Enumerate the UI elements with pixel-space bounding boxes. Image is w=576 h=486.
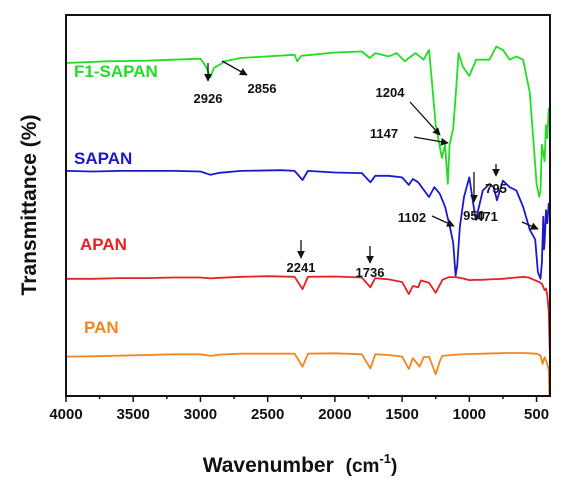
annotation-label: 1147 — [370, 126, 398, 141]
annotation-label: 1204 — [376, 85, 406, 100]
annotation-label: 2926 — [194, 91, 223, 106]
annotation-arrow — [409, 101, 441, 136]
y-axis-title: Transmittance (%) — [18, 115, 41, 296]
series-layer — [66, 45, 550, 396]
x-tick-label: 2000 — [318, 406, 351, 423]
series-labels: F1-SAPAN SAPAN APAN PAN — [74, 62, 158, 337]
annotation-arrow — [431, 215, 455, 227]
annotation-label: 950 — [463, 208, 485, 223]
annotation-arrow — [413, 136, 449, 146]
x-ticks: 4000 3500 3000 2500 2000 1500 1000 500 — [49, 396, 549, 423]
x-tick-label: 3000 — [184, 406, 217, 423]
x-axis-title-close: ) — [391, 456, 397, 477]
annotation-label: 2856 — [248, 81, 277, 96]
annotation-label: 795 — [485, 181, 507, 196]
annotation-label: 471 — [476, 209, 498, 224]
series-line-apan — [66, 275, 550, 358]
x-axis-title-main: Wavenumber — [203, 454, 334, 477]
series-label-apan: APAN — [80, 235, 127, 254]
x-tick-label: 2500 — [251, 406, 284, 423]
x-tick-label: 3500 — [117, 406, 150, 423]
x-axis-title-sup: -1 — [379, 451, 391, 466]
annotation-label: 1102 — [398, 210, 426, 225]
plot-frame — [65, 14, 551, 397]
series-label-f1-sapan: F1-SAPAN — [74, 62, 158, 81]
series-line-sapan — [66, 169, 550, 280]
series-line-pan — [66, 352, 550, 396]
x-tick-label: 4000 — [49, 406, 82, 423]
x-tick-label: 1500 — [385, 406, 418, 423]
x-axis-title: Wavenumber (cm-1) — [203, 451, 398, 477]
series-label-sapan: SAPAN — [74, 149, 132, 168]
x-tick-label: 1000 — [453, 406, 486, 423]
annotation-label: 2241 — [287, 260, 316, 275]
annotation-arrow — [221, 60, 248, 76]
annotation-label: 1736 — [356, 265, 385, 280]
x-axis-title-unit: (cm — [346, 456, 380, 477]
series-label-pan: PAN — [84, 318, 119, 337]
x-tick-label: 500 — [524, 406, 549, 423]
annotation-arrow — [521, 221, 539, 230]
